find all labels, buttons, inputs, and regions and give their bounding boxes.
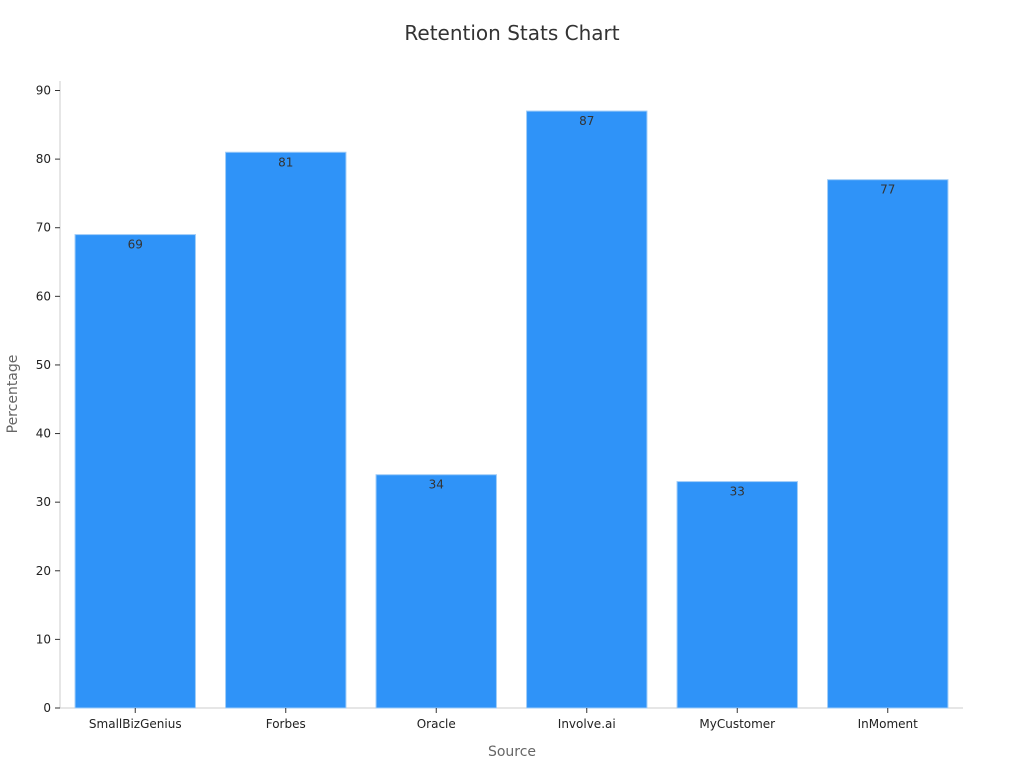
y-tick-label: 30 bbox=[36, 495, 51, 509]
bar-forbes bbox=[225, 151, 347, 709]
bar-mycustomer bbox=[676, 481, 798, 709]
bar-smallbizgenius bbox=[74, 234, 196, 709]
y-tick-label: 40 bbox=[36, 427, 51, 441]
y-tick-label: 0 bbox=[43, 701, 51, 715]
bar-oracle bbox=[375, 474, 497, 709]
y-ticks-group: 0 10 20 30 40 50 60 70 80 90 bbox=[36, 84, 60, 715]
bar-value-label: 87 bbox=[579, 114, 594, 128]
bar-value-label: 69 bbox=[128, 238, 143, 252]
y-tick-label: 50 bbox=[36, 358, 51, 372]
bar-value-label: 81 bbox=[278, 155, 293, 169]
y-axis-label: Percentage bbox=[5, 355, 21, 434]
x-tick-label: MyCustomer bbox=[699, 717, 775, 731]
y-tick-label: 60 bbox=[36, 289, 51, 303]
bar-involve-ai bbox=[526, 110, 648, 709]
y-tick-label: 90 bbox=[36, 84, 51, 98]
bar-inmoment bbox=[827, 179, 949, 709]
x-ticks-group: SmallBizGenius Forbes Oracle Involve.ai MyCu… bbox=[89, 708, 918, 731]
y-tick-label: 70 bbox=[36, 221, 51, 235]
bar-value-label: 33 bbox=[730, 485, 745, 499]
y-tick-label: 80 bbox=[36, 152, 51, 166]
x-axis-label: Source bbox=[488, 744, 536, 760]
y-tick-label: 20 bbox=[36, 564, 51, 578]
bar-value-label: 77 bbox=[880, 183, 895, 197]
x-tick-label: Involve.ai bbox=[558, 717, 616, 731]
bar-value-label: 34 bbox=[429, 478, 444, 492]
x-tick-label: InMoment bbox=[858, 717, 919, 731]
chart-title: Retention Stats Chart bbox=[404, 21, 619, 45]
y-tick-label: 10 bbox=[36, 632, 51, 646]
x-tick-label: Oracle bbox=[417, 717, 456, 731]
bars-group: 69 81 34 87 33 77 bbox=[74, 110, 949, 709]
x-tick-label: Forbes bbox=[266, 717, 306, 731]
x-tick-label: SmallBizGenius bbox=[89, 717, 182, 731]
